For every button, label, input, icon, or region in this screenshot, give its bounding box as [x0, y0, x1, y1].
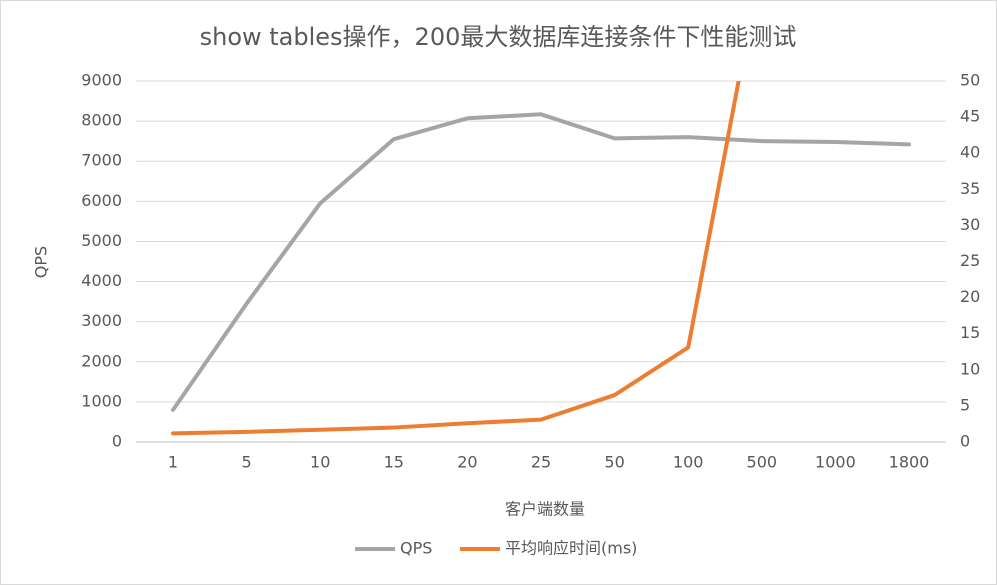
y-tick-label: 2000 [81, 351, 122, 370]
legend-label: 平均响应时间(ms) [505, 539, 637, 558]
x-axis-title: 客户端数量 [505, 500, 585, 519]
y-tick-label: 3000 [81, 311, 122, 330]
x-tick-label: 1 [168, 453, 178, 472]
y-tick-label: 5000 [81, 231, 122, 250]
legend-label: QPS [400, 539, 432, 558]
y-axis-title: QPS [32, 246, 51, 278]
y2-tick-label: 5 [960, 395, 970, 414]
x-tick-label: 20 [457, 453, 477, 472]
y2-tick-label: 15 [960, 323, 980, 342]
y-tick-label: 6000 [81, 191, 122, 210]
x-tick-label: 1800 [889, 453, 930, 472]
x-tick-label: 5 [242, 453, 252, 472]
x-tick-label: 100 [673, 453, 704, 472]
y-tick-label: 4000 [81, 271, 122, 290]
series-line [171, 81, 741, 436]
series-line [171, 112, 911, 412]
x-tick-label: 1000 [815, 453, 856, 472]
y-tick-label: 8000 [81, 111, 122, 130]
x-tick-label: 10 [310, 453, 330, 472]
y2-tick-label: 10 [960, 359, 980, 378]
x-tick-label: 25 [531, 453, 551, 472]
x-tick-label: 15 [384, 453, 404, 472]
x-tick-label: 50 [604, 453, 624, 472]
y2-tick-label: 35 [960, 179, 980, 198]
y2-tick-label: 20 [960, 287, 980, 306]
y-tick-label: 0 [112, 432, 122, 451]
y-tick-label: 1000 [81, 391, 122, 410]
y-tick-label: 9000 [81, 71, 122, 90]
y2-tick-label: 30 [960, 215, 980, 234]
x-tick-label: 500 [747, 453, 778, 472]
y2-tick-label: 0 [960, 432, 970, 451]
y2-tick-label: 40 [960, 143, 980, 162]
y2-tick-label: 50 [960, 71, 980, 90]
y-tick-label: 7000 [81, 151, 122, 170]
y2-tick-label: 45 [960, 107, 980, 126]
chart-title: show tables操作，200最大数据库连接条件下性能测试 [200, 23, 797, 51]
y2-tick-label: 25 [960, 251, 980, 270]
